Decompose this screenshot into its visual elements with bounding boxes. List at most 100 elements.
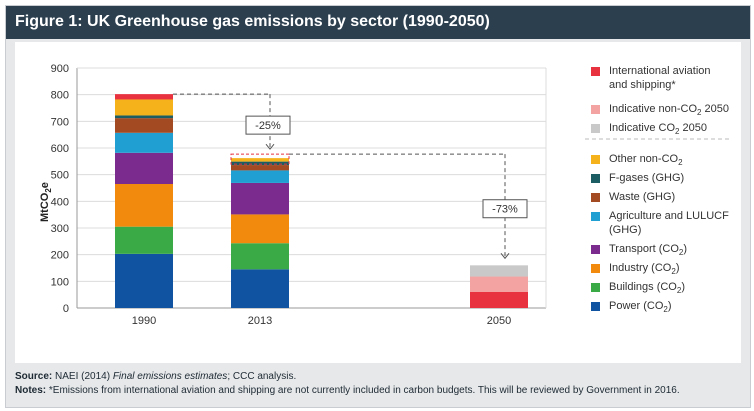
bar-segment bbox=[115, 115, 173, 119]
legend-label: Indicative CO2 2050 bbox=[609, 121, 754, 139]
legend-label-line: Agriculture and LULUCF bbox=[609, 210, 729, 222]
legend-label: Agriculture and LULUCF (GHG) bbox=[609, 209, 754, 237]
legend-label-main: Transport (CO bbox=[609, 243, 679, 255]
bar-segment bbox=[115, 118, 173, 133]
legend-label-main: F-gases (GHG) bbox=[609, 172, 685, 184]
highlight-box bbox=[230, 153, 290, 165]
legend-label-suffix: ) bbox=[683, 243, 688, 255]
legend-swatch bbox=[591, 212, 600, 221]
figure-frame: Figure 1: UK Greenhouse gas emissions by… bbox=[5, 5, 751, 408]
legend-label-main: Industry (CO bbox=[609, 262, 672, 274]
bar-segment bbox=[115, 253, 173, 308]
legend-swatch bbox=[591, 283, 600, 292]
legend-swatch bbox=[591, 174, 600, 183]
legend-label: Indicative non-CO2 2050 bbox=[609, 102, 754, 120]
bar-segment bbox=[231, 269, 289, 308]
legend-label-sub: 2 bbox=[663, 305, 668, 314]
legend-label-suffix: ) bbox=[667, 300, 672, 312]
y-tick-label: 700 bbox=[51, 116, 69, 128]
x-tick-label: 2050 bbox=[487, 315, 511, 327]
bar-segment bbox=[231, 161, 289, 166]
bar-segment bbox=[115, 184, 173, 227]
y-tick-label: 400 bbox=[51, 196, 69, 208]
notes-line: Notes: *Emissions from international avi… bbox=[15, 384, 743, 398]
x-tick-label: 2013 bbox=[248, 315, 272, 327]
legend-label-main: Indicative non-CO bbox=[609, 103, 698, 115]
legend-label: International aviation and shipping* bbox=[609, 64, 754, 92]
legend-label: Buildings (CO2) bbox=[609, 280, 754, 298]
y-tick-label: 600 bbox=[51, 143, 69, 155]
legend-swatch bbox=[591, 302, 600, 311]
annotation-box bbox=[482, 199, 528, 219]
legend-label: Industry (CO2) bbox=[609, 261, 754, 279]
legend-label-sub: 2 bbox=[671, 267, 676, 276]
chart-panel: 0 100 200 300 400 500 600 700 800 900 1990 2013 2050… bbox=[15, 42, 741, 363]
legend-label-suffix: ) bbox=[681, 281, 685, 293]
source-text-b: ; CCC analysis. bbox=[227, 371, 297, 382]
y-axis-label: MtCO2e bbox=[39, 182, 53, 222]
bar-segment bbox=[470, 276, 528, 292]
legend-swatch bbox=[591, 155, 600, 164]
connector-arrowhead bbox=[500, 253, 510, 260]
figure-title: Figure 1: UK Greenhouse gas emissions by… bbox=[15, 13, 490, 30]
annotation-label: -73% bbox=[492, 204, 518, 216]
legend-label-sub: 2 bbox=[676, 286, 682, 295]
y-axis-label-main: MtCO bbox=[39, 192, 51, 222]
y-tick-label: 100 bbox=[51, 276, 69, 288]
legend-label-main: Buildings (CO bbox=[609, 281, 677, 293]
bar-segment bbox=[231, 182, 289, 215]
y-tick-label: 800 bbox=[51, 90, 69, 102]
footer: Source: NAEI (2014) Final emissions esti… bbox=[15, 370, 743, 398]
legend-label-main: Power (CO bbox=[609, 300, 664, 312]
bar-segment bbox=[115, 152, 173, 184]
x-tick-label: 1990 bbox=[132, 315, 156, 327]
bar-segment bbox=[115, 132, 173, 153]
bar-segment bbox=[231, 214, 289, 244]
legend-label-sub: 2 bbox=[678, 248, 684, 257]
legend-swatch bbox=[591, 193, 600, 202]
source-text-a: NAEI (2014) bbox=[52, 371, 113, 382]
notes-text: *Emissions from international aviation a… bbox=[46, 385, 680, 396]
legend-swatch bbox=[591, 245, 600, 254]
y-axis-label-sub: 2 bbox=[44, 188, 53, 193]
legend-swatch bbox=[591, 264, 600, 273]
y-tick-label: 500 bbox=[51, 170, 69, 182]
bar-segment bbox=[115, 94, 173, 100]
legend-label-suffix: 2050 bbox=[679, 122, 708, 134]
legend-label: Waste (GHG) bbox=[609, 190, 754, 204]
legend-swatch bbox=[591, 124, 600, 133]
source-italic: Final emissions estimates bbox=[112, 371, 228, 382]
notes-label: Notes: bbox=[15, 385, 47, 396]
legend-label-line: and shipping* bbox=[609, 79, 676, 91]
y-tick-label: 300 bbox=[51, 223, 69, 235]
chart-svg: 0 100 200 300 400 500 600 700 800 900 1990 2013 2050… bbox=[51, 63, 730, 327]
legend-label-suffix: 2050 bbox=[701, 103, 730, 115]
legend-label: F-gases (GHG) bbox=[609, 171, 754, 185]
bar-segment bbox=[231, 165, 289, 171]
legend-label: Power (CO2) bbox=[609, 299, 754, 317]
source-label: Source: bbox=[15, 371, 53, 382]
title-bar: Figure 1: UK Greenhouse gas emissions by… bbox=[6, 6, 750, 39]
bar-segment bbox=[231, 158, 289, 162]
y-axis-label-suffix: e bbox=[39, 182, 51, 189]
legend-label-line: International aviation bbox=[609, 65, 711, 77]
legend-label: Transport (CO2) bbox=[609, 242, 754, 260]
legend-label-sub: 2 bbox=[678, 158, 683, 167]
legend-label: Other non-CO2 bbox=[609, 152, 754, 170]
legend-label-sub: 2 bbox=[675, 127, 680, 136]
annotation-label: -25% bbox=[255, 120, 281, 132]
legend-label-sub: 2 bbox=[697, 108, 702, 117]
legend-swatch bbox=[591, 105, 600, 114]
connector-arrowhead bbox=[265, 143, 275, 150]
y-tick-label: 0 bbox=[63, 303, 69, 315]
bar-segment bbox=[470, 292, 528, 308]
annotation-box bbox=[245, 115, 291, 135]
legend-label-suffix: ) bbox=[675, 262, 680, 274]
source-line: Source: NAEI (2014) Final emissions esti… bbox=[15, 370, 743, 384]
bar-segment bbox=[231, 243, 289, 270]
bar-segment bbox=[470, 265, 528, 277]
y-tick-label: 200 bbox=[51, 250, 69, 262]
bar-segment bbox=[115, 99, 173, 116]
bar-segment bbox=[115, 226, 173, 254]
legend-label-main: Waste (GHG) bbox=[609, 191, 676, 203]
